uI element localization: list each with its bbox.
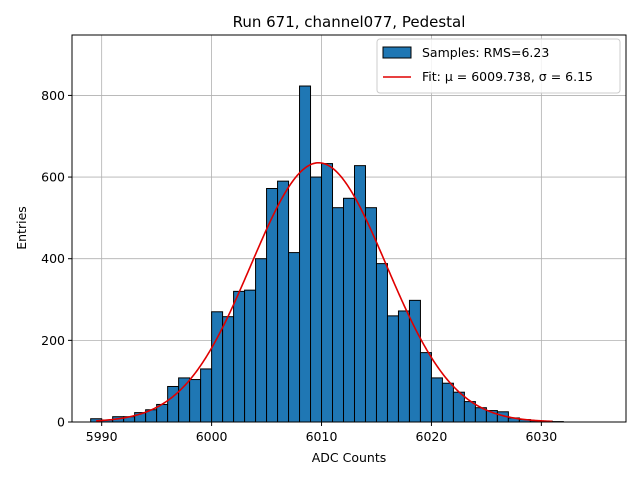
y-axis-label: Entries [14,206,29,250]
y-tick-label: 0 [57,415,65,430]
legend-box [376,38,621,94]
x-tick-label: 6020 [416,429,448,444]
histogram-bar [419,352,432,423]
x-tick-label: 6000 [196,429,228,444]
legend: Samples: RMS=6.23 Fit: μ = 6009.738, σ =… [376,38,621,94]
legend-fit-label: Fit: μ = 6009.738, σ = 6.15 [422,69,593,84]
x-axis-ticks: 5990 6000 6010 6020 6030 [86,422,557,444]
histogram-bar [321,163,334,423]
histogram-bar [452,391,465,423]
histogram-bar [255,258,268,423]
histogram-bar [288,252,301,423]
histogram-bars [90,85,564,423]
fit-curve [96,161,553,423]
histogram-bar [200,368,213,423]
histogram-bar [299,85,312,423]
histogram-bar [310,176,323,423]
histogram-bar [332,207,345,423]
histogram-bar [244,289,257,423]
histogram-bar [222,316,235,423]
histogram-bar [430,377,443,423]
histogram-bar [343,197,355,423]
histogram-bar [386,315,399,423]
y-tick-label: 800 [41,88,65,103]
histogram-bar [211,311,224,423]
legend-samples-label: Samples: RMS=6.23 [422,45,549,60]
histogram-bar [233,290,246,423]
x-tick-label: 5990 [86,429,118,444]
histogram-bar [353,165,366,423]
histogram-bar [463,401,476,423]
chart-title: Run 671, channel077, Pedestal [233,13,466,31]
x-tick-label: 6030 [525,429,557,444]
histogram-bar [167,385,180,423]
y-tick-label: 600 [41,170,65,185]
histogram-bar [277,180,290,423]
legend-samples-swatch [382,46,412,59]
histogram-bar [397,310,410,423]
x-tick-label: 6010 [306,429,338,444]
x-axis-label: ADC Counts [312,450,387,465]
histogram-bar [178,377,191,423]
y-tick-label: 200 [41,333,65,348]
histogram-bar [189,379,202,423]
histogram-bar [441,382,454,423]
y-tick-label: 400 [41,251,65,266]
histogram-bar [375,263,388,423]
histogram-bar [266,187,279,423]
plot-frame [71,34,627,423]
y-axis-ticks: 0 200 400 600 800 [41,88,72,430]
